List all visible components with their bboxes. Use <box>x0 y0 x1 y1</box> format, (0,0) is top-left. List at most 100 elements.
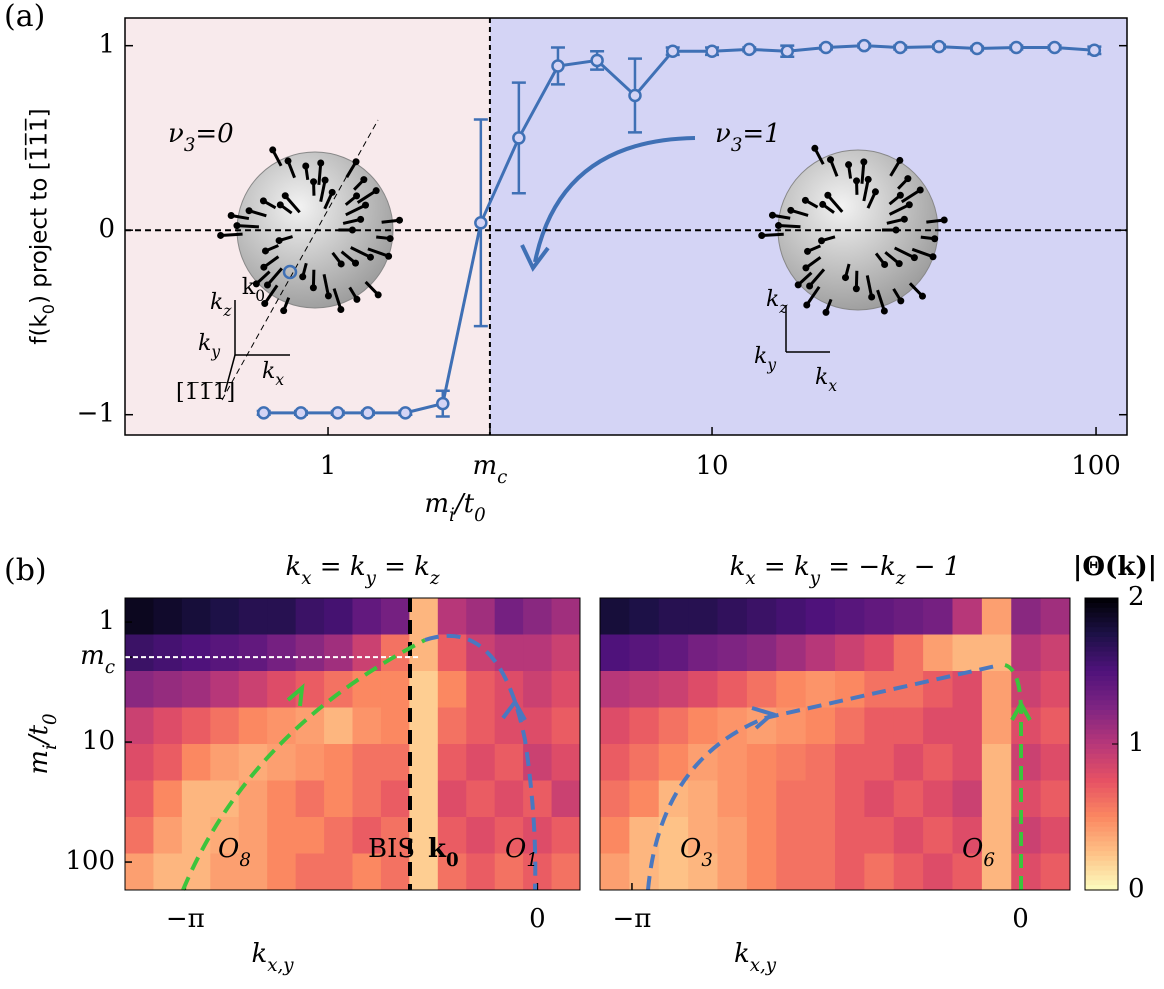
heat-cell <box>466 598 496 635</box>
spin-arrow <box>876 289 886 312</box>
heat-cell <box>409 744 439 781</box>
spin-arrow <box>284 194 301 214</box>
heat-cell <box>153 744 183 781</box>
colorbar-band <box>1085 821 1118 828</box>
spin-head <box>822 308 830 316</box>
colorbar-band <box>1085 602 1118 609</box>
colorbar-band <box>1085 841 1118 847</box>
heat-cell <box>181 744 211 781</box>
heat-cell <box>409 598 439 635</box>
k0-marker <box>282 264 298 280</box>
spin-arrow <box>319 179 327 203</box>
spin-head <box>284 157 292 165</box>
heat-cell <box>805 817 836 854</box>
heat-cell <box>352 817 382 854</box>
colorbar-band <box>1085 855 1118 862</box>
inset-axis <box>224 354 236 393</box>
spin-head <box>940 216 948 224</box>
colorbar-band <box>1085 860 1118 867</box>
heat-cell <box>952 780 983 818</box>
heat-cell <box>776 634 807 672</box>
spin-head <box>864 175 872 183</box>
spin-head <box>233 222 241 230</box>
heat-cell <box>380 817 410 854</box>
heat-cell <box>352 853 382 891</box>
x-tick-label: 100 <box>1071 451 1121 481</box>
spin-head <box>261 300 269 308</box>
spin-head <box>845 161 853 169</box>
spin-head <box>269 146 277 154</box>
y-tick-label: −1 <box>77 399 115 429</box>
heat-cell <box>324 817 353 854</box>
heat-cell <box>409 780 439 818</box>
x-tick-label: 0 <box>529 904 546 934</box>
heat-cell <box>864 817 895 854</box>
spin-arrow <box>805 285 821 306</box>
heat-cell <box>1040 853 1071 891</box>
heat-cell <box>125 598 154 635</box>
heat-cell <box>1011 744 1042 781</box>
heat-cell <box>805 744 836 781</box>
heat-cell <box>600 707 630 745</box>
flow-arrow <box>501 698 527 721</box>
colorbar-band <box>1085 709 1118 716</box>
flow-arrow <box>751 706 777 730</box>
spin-head <box>385 252 393 260</box>
data-point <box>1047 40 1062 55</box>
data-point <box>819 40 833 55</box>
spin-arrow <box>263 284 279 305</box>
spin-head <box>931 235 939 243</box>
y-axis-label: f(k0) project to [1̅1̅1̅] <box>24 108 58 344</box>
spin-head <box>896 156 904 164</box>
colorbar-band <box>1085 753 1118 760</box>
spin-head <box>871 188 879 196</box>
spin-head <box>895 260 903 268</box>
spin-head <box>337 306 345 314</box>
spin-head <box>801 196 809 204</box>
spin-head <box>261 247 269 255</box>
heat-cell <box>181 598 211 635</box>
heat-cell <box>952 634 983 672</box>
heat-cell <box>267 634 297 672</box>
heat-cell <box>688 671 718 708</box>
spin-head <box>259 197 267 205</box>
heat-cell <box>210 634 240 672</box>
heat-cell <box>494 817 524 854</box>
heat-cell <box>776 853 807 891</box>
heat-cell <box>380 598 410 635</box>
heat-cell <box>1040 744 1071 781</box>
colorbar-band <box>1085 807 1118 813</box>
heat-cell <box>181 634 211 672</box>
heat-cell <box>835 817 865 854</box>
spin-head <box>819 200 827 208</box>
spin-head <box>806 282 814 290</box>
heat-cell <box>494 598 524 635</box>
colorbar-band <box>1085 773 1118 779</box>
colorbar-band <box>1085 744 1118 750</box>
spin-arrow <box>345 203 367 217</box>
x-tick-label: −π <box>166 904 205 934</box>
heat-cell <box>658 598 689 635</box>
spin-head <box>916 186 924 194</box>
spin-arrow <box>862 179 870 202</box>
colorbar-band <box>1085 831 1118 838</box>
spin-head <box>353 192 361 200</box>
heat-cell <box>717 707 748 745</box>
flow-curve <box>181 638 426 891</box>
colorbar-band <box>1085 627 1118 633</box>
heat-cell <box>893 598 924 635</box>
colorbar-tick-label: 1 <box>1128 728 1145 758</box>
heat-cell <box>466 853 496 891</box>
heat-cell <box>295 780 325 818</box>
heat-cell <box>1011 853 1042 891</box>
heat-cell <box>494 853 524 891</box>
y-axis-label: mi/t0 <box>24 713 61 774</box>
heat-cell <box>352 744 382 781</box>
heat-cell <box>523 598 553 635</box>
spin-head <box>896 191 904 199</box>
spin-head <box>245 207 253 215</box>
heat-cell <box>523 817 553 854</box>
heat-cell <box>295 817 325 854</box>
